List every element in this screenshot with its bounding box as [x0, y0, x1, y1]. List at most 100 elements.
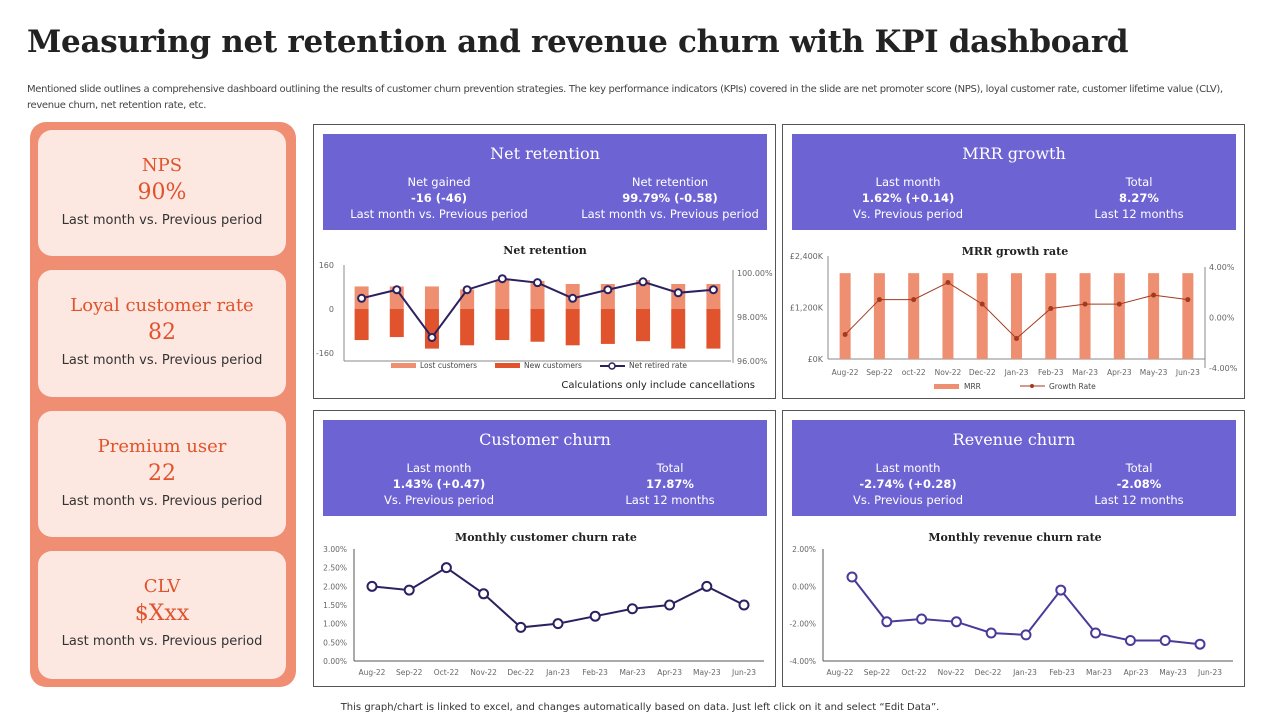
data-point: [366, 580, 378, 592]
data-point: [603, 285, 613, 295]
y-tick-label: -4.00%: [789, 657, 816, 666]
x-tick-label: May-23: [693, 668, 721, 677]
legend-marker: [1030, 384, 1034, 388]
legend-label: New customers: [524, 361, 582, 370]
kpi-sub: Last month vs. Previous period: [61, 353, 263, 368]
panel-title: Customer churn: [479, 430, 611, 449]
net-retention-chart[interactable]: Net retention 160 0 -160 100.00% 98.00% 96.00%…: [314, 125, 777, 400]
y-tick-label: 0.00%: [323, 657, 347, 666]
kpi-card-loyal-customer-rate: Loyal customer rate 82 Last month vs. Pr…: [38, 270, 286, 397]
bar-new-customers: [671, 309, 686, 349]
stat-value: 99.79% (-0.58): [622, 191, 718, 205]
data-point: [738, 599, 750, 611]
bar-new-customers: [530, 309, 545, 342]
y-tick-label: 0.00%: [792, 582, 816, 591]
stat-label: Total: [656, 461, 684, 475]
data-point: [1055, 584, 1067, 596]
y-tick-label: -160: [316, 349, 334, 358]
bar-mrr: [1182, 273, 1194, 359]
kpi-title: NPS: [141, 155, 183, 176]
data-point: [1020, 629, 1032, 641]
data-point: [876, 297, 882, 303]
stat-label: Total: [1125, 175, 1153, 189]
bar-mrr: [908, 273, 920, 359]
y-tick-label: £1,200K: [790, 304, 824, 313]
legend-label: Growth Rate: [1049, 382, 1096, 391]
x-tick-label: Aug-22: [359, 668, 386, 677]
stat-value: 17.87%: [646, 477, 694, 491]
stat-right: Total 8.27% Last 12 months: [1029, 174, 1249, 222]
x-tick-label: Nov-22: [470, 668, 497, 677]
stat-value: 8.27%: [1119, 191, 1159, 205]
stat-right: Total -2.08% Last 12 months: [1029, 460, 1249, 508]
data-point: [979, 301, 985, 307]
y-tick-label: 3.00%: [323, 545, 347, 554]
bar-new-customers: [600, 309, 615, 344]
kpi-title: Premium user: [97, 436, 227, 457]
x-tick-label: Jun-23: [731, 668, 756, 677]
stat-left: Last month 1.43% (+0.47) Vs. Previous peri…: [329, 460, 549, 508]
bar-new-customers: [495, 309, 510, 341]
y2-tick-label: 4.00%: [1209, 263, 1235, 272]
page-description: Mentioned slide outlines a comprehensive…: [27, 84, 1223, 111]
data-point: [842, 332, 848, 338]
y-tick-label: 1.00%: [323, 620, 347, 629]
data-point: [626, 603, 638, 615]
data-point: [568, 293, 578, 303]
stat-sub: Last month vs. Previous period: [581, 207, 759, 221]
revenue-churn-chart[interactable]: Monthly revenue churn rate 2.00% 0.00% -2.0…: [783, 411, 1246, 688]
x-tick-label: May-23: [1159, 668, 1187, 677]
data-point: [911, 297, 917, 303]
data-point: [1194, 638, 1206, 650]
x-tick-label: Jan-23: [1004, 368, 1029, 377]
data-point: [403, 584, 415, 596]
kpi-value: 22: [148, 461, 176, 486]
stat-right: Net retention 99.79% (-0.58) Last month vs…: [560, 174, 780, 222]
y-tick-label: 2.50%: [323, 564, 347, 573]
data-point: [589, 610, 601, 622]
bar-new-customers: [565, 309, 580, 346]
x-tick-label: Jan-23: [545, 668, 570, 677]
customer-churn-chart[interactable]: Monthly customer churn rate 3.00% 2.50% 2.0…: [314, 411, 777, 688]
bar-new-customers: [424, 309, 439, 349]
x-tick-label: Mar-23: [619, 668, 645, 677]
data-point: [1151, 292, 1157, 298]
data-point: [462, 285, 472, 295]
legend-label: Net retired rate: [629, 361, 687, 370]
data-point: [440, 562, 452, 574]
net-retention-panel: Net retention Net gained -16 (-46) Last mo…: [313, 124, 776, 399]
x-tick-label: Mar-23: [1086, 668, 1112, 677]
bar-new-customers: [389, 309, 404, 338]
x-tick-label: Dec-22: [507, 668, 534, 677]
mrr-growth-chart[interactable]: MRR growth rate £2,400K £1,200K £0K 4.00% 0.0…: [783, 125, 1246, 400]
stat-left: Last month -2.74% (+0.28) Vs. Previous per…: [798, 460, 1018, 508]
kpi-value: $Xxx: [134, 601, 190, 626]
footer-note: This graph/chart is linked to excel, and…: [340, 702, 940, 713]
bar-mrr: [1045, 273, 1057, 359]
data-point: [985, 627, 997, 639]
y2-tick-label: 0.00%: [1209, 314, 1235, 323]
bar-mrr: [873, 273, 885, 359]
stat-left: Net gained -16 (-46) Last month vs. Previo…: [329, 174, 549, 222]
data-point: [1048, 306, 1054, 312]
data-point: [357, 293, 367, 303]
stat-sub: Last 12 months: [625, 493, 715, 507]
data-point: [1082, 301, 1088, 307]
data-point: [1159, 634, 1171, 646]
x-tick-label: Sep-22: [864, 668, 891, 677]
data-point: [916, 613, 928, 625]
legend-marker: [608, 362, 616, 370]
y-tick-label: 2.00%: [792, 545, 816, 554]
x-tick-label: oct-22: [902, 368, 926, 377]
stat-label: Total: [1125, 461, 1153, 475]
revenue-churn-panel: Revenue churn Last month -2.74% (+0.28) Vs…: [782, 410, 1245, 687]
stat-sub: Vs. Previous period: [852, 207, 964, 221]
stat-sub: Vs. Previous period: [383, 493, 495, 507]
x-tick-label: Sep-22: [866, 368, 893, 377]
legend-label: Lost customers: [420, 361, 477, 370]
data-point: [497, 274, 507, 284]
y-tick-label: 2.00%: [323, 582, 347, 591]
x-tick-label: Mar-23: [1072, 368, 1098, 377]
data-point: [552, 618, 564, 630]
chart-title: Net retention: [503, 244, 586, 257]
